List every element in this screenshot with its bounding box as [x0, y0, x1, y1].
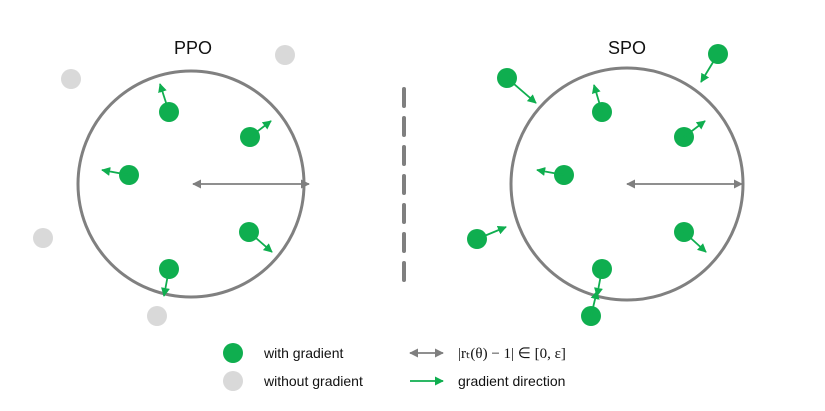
- ppo-sample-no-gradient: [275, 45, 295, 65]
- spo-panel: SPO: [467, 38, 745, 326]
- spo-gradient-arrow: [700, 53, 719, 83]
- ppo-gradient-arrow: [249, 120, 272, 138]
- legend-gradient-direction-label: gradient direction: [458, 373, 565, 389]
- legend-without-gradient-label: without gradient: [263, 373, 363, 389]
- spo-trust-region-circle: [509, 66, 745, 302]
- ppo-gradient-arrow: [248, 231, 273, 253]
- ppo-panel: PPO: [33, 38, 310, 326]
- legend-gray-dot-icon: [223, 371, 243, 391]
- spo-title: SPO: [608, 38, 646, 58]
- ppo-gradient-arrow: [161, 268, 170, 297]
- legend: with gradient without gradient |rₜ(θ) − …: [223, 343, 566, 391]
- spo-gradient-arrow: [591, 84, 603, 113]
- spo-gradient-arrow: [506, 77, 537, 104]
- legend-ratio-range-label: |rₜ(θ) − 1| ∈ [0, ε]: [458, 346, 566, 362]
- ppo-sample-no-gradient: [147, 306, 167, 326]
- ppo-gradient-arrow: [158, 83, 170, 113]
- ppo-sample-no-gradient: [33, 228, 53, 248]
- ppo-gradient-arrow: [101, 167, 130, 176]
- legend-with-gradient-label: with gradient: [263, 345, 343, 361]
- legend-green-dot-icon: [223, 343, 243, 363]
- ppo-title: PPO: [174, 38, 212, 58]
- spo-gradient-arrow: [683, 120, 706, 138]
- spo-gradient-arrow: [594, 268, 603, 297]
- spo-gradient-arrow: [683, 231, 707, 253]
- spo-gradient-arrow: [476, 225, 507, 240]
- ppo-sample-no-gradient: [61, 69, 81, 89]
- spo-gradient-arrow: [536, 167, 565, 176]
